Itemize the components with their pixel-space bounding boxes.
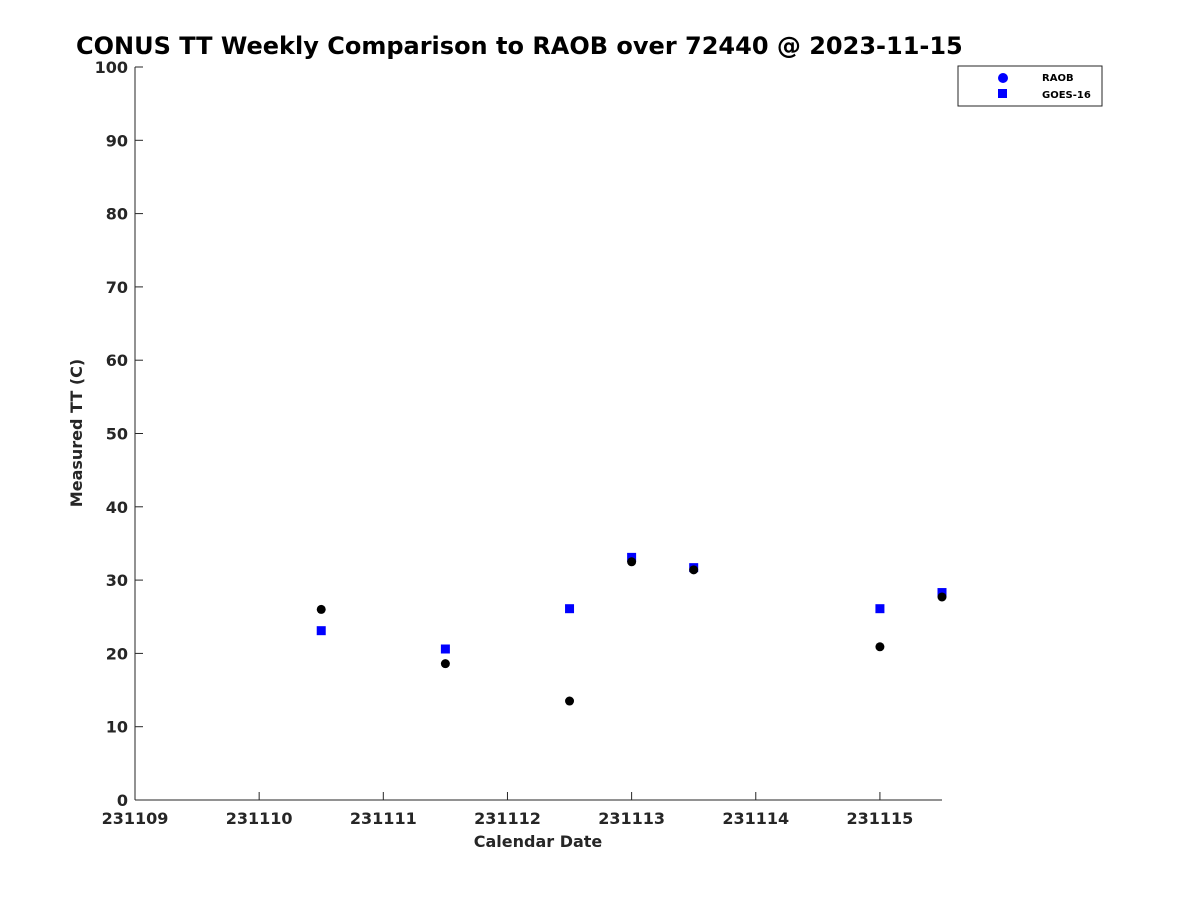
goes16-point bbox=[875, 604, 885, 614]
legend-goes16-label: GOES-16 bbox=[1042, 90, 1091, 101]
legend-box bbox=[957, 65, 1103, 107]
x-tick-label: 231112 bbox=[474, 809, 541, 828]
y-axis-label: Measured TT (C) bbox=[67, 359, 86, 507]
y-tick-label: 50 bbox=[106, 425, 128, 444]
goes16-point bbox=[316, 626, 326, 636]
raob-point bbox=[565, 696, 575, 706]
y-tick-label: 10 bbox=[106, 718, 128, 737]
x-axis-ticks: 231109 231110 231111 231112 231113 231114 2311… bbox=[102, 792, 914, 828]
x-axis-label: Calendar Date bbox=[474, 832, 603, 851]
y-tick-label: 40 bbox=[106, 498, 128, 517]
y-tick-label: 70 bbox=[106, 278, 128, 297]
chart-title: CONUS TT Weekly Comparison to RAOB over … bbox=[76, 32, 963, 60]
y-axis-ticks: 0 10 20 30 40 50 60 70 80 90 100 bbox=[95, 58, 143, 810]
y-tick-label: 20 bbox=[106, 644, 128, 663]
x-tick-label: 231111 bbox=[350, 809, 417, 828]
x-tick-label: 231109 bbox=[102, 809, 169, 828]
raob-point bbox=[627, 557, 637, 567]
x-tick-label: 231113 bbox=[598, 809, 665, 828]
y-tick-label: 100 bbox=[95, 58, 128, 77]
legend: RAOB GOES-16 bbox=[957, 65, 1103, 107]
raob-point bbox=[875, 642, 885, 652]
legend-raob-label: RAOB bbox=[1042, 73, 1074, 84]
raob-point bbox=[937, 592, 947, 602]
raob-point bbox=[440, 659, 450, 669]
raob-point bbox=[689, 565, 699, 575]
data-points bbox=[316, 552, 947, 706]
legend-raob-marker bbox=[998, 73, 1008, 83]
raob-point bbox=[316, 604, 326, 614]
x-tick-label: 231110 bbox=[226, 809, 293, 828]
y-tick-label: 0 bbox=[117, 791, 128, 810]
y-tick-label: 60 bbox=[106, 351, 128, 370]
y-tick-label: 90 bbox=[106, 131, 128, 150]
goes16-point bbox=[565, 604, 575, 614]
goes16-point bbox=[440, 644, 450, 654]
x-tick-label: 231115 bbox=[847, 809, 914, 828]
y-tick-label: 80 bbox=[106, 205, 128, 224]
legend-goes16-marker bbox=[998, 89, 1007, 98]
axes bbox=[134, 67, 942, 801]
x-tick-label: 231114 bbox=[722, 809, 789, 828]
y-tick-label: 30 bbox=[106, 571, 128, 590]
